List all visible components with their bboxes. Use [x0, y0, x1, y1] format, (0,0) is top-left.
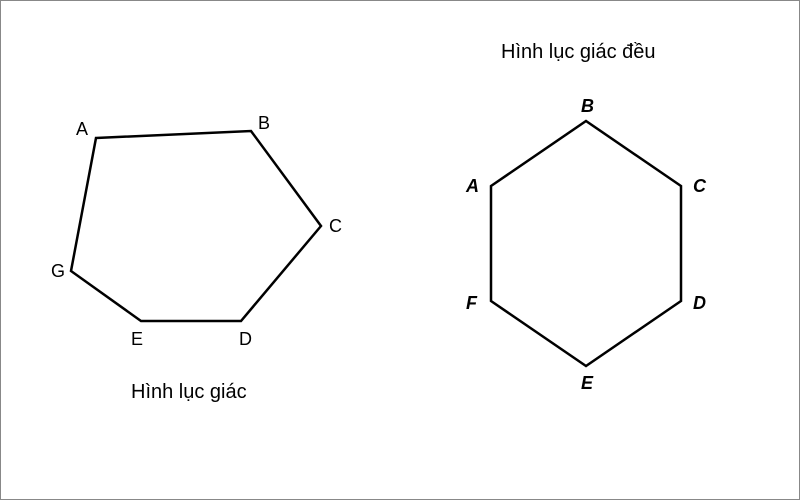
vertex-label-reg-f: F: [466, 293, 477, 314]
vertex-label-reg-a: A: [466, 176, 479, 197]
vertex-label-irr-e: E: [131, 329, 143, 350]
vertex-label-reg-b: B: [581, 96, 594, 117]
vertex-label-irr-d: D: [239, 329, 252, 350]
caption-regular-hexagon: Hình lục giác đều: [501, 41, 656, 64]
vertex-label-irr-c: C: [329, 216, 342, 237]
caption-irregular-hexagon: Hình lục giác: [131, 381, 247, 404]
irregular-hexagon-shape: [71, 131, 321, 321]
vertex-label-reg-d: D: [693, 293, 706, 314]
vertex-label-irr-g: G: [51, 261, 65, 282]
diagram-canvas: [1, 1, 800, 501]
vertex-label-irr-b: B: [258, 113, 270, 134]
vertex-label-irr-a: A: [76, 119, 88, 140]
vertex-label-reg-e: E: [581, 373, 593, 394]
regular-hexagon-shape: [491, 121, 681, 366]
vertex-label-reg-c: C: [693, 176, 706, 197]
